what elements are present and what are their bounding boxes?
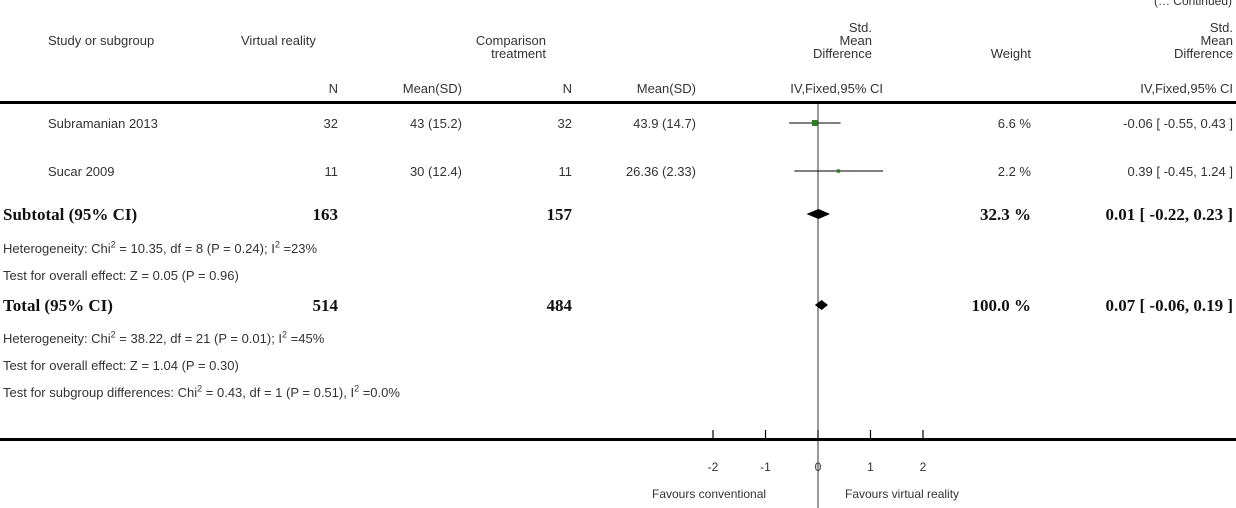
subtotal-vr-n: 163 bbox=[312, 205, 339, 224]
study-name: Subramanian 2013 bbox=[48, 116, 158, 131]
header-c-n: N bbox=[562, 81, 572, 96]
study-vr-n: 32 bbox=[323, 116, 338, 131]
footer-rule bbox=[0, 438, 1236, 441]
subtotal-heterogeneity: Heterogeneity: Chi2 = 10.35, df = 8 (P =… bbox=[3, 239, 318, 256]
study-c-mean: 43.9 (14.7) bbox=[633, 116, 696, 131]
study-vr-mean: 43 (15.2) bbox=[409, 116, 462, 131]
header-smd-1: Std. bbox=[848, 20, 872, 35]
header-smd2-3: Difference bbox=[1173, 46, 1233, 61]
total-overall-effect: Test for overall effect: Z = 1.04 (P = 0… bbox=[3, 358, 239, 373]
favours-left-label: Favours conventional bbox=[652, 487, 767, 501]
study-name: Sucar 2009 bbox=[48, 164, 115, 179]
header-comparison-2: treatment bbox=[491, 46, 546, 61]
total-label: Total (95% CI) bbox=[3, 296, 113, 315]
header-vr-n: N bbox=[328, 81, 338, 96]
study-smd: 0.39 [ -0.45, 1.24 ] bbox=[1127, 164, 1233, 179]
x-tick-label: -1 bbox=[760, 460, 771, 474]
header-weight: Weight bbox=[990, 46, 1031, 61]
total-vr-n: 514 bbox=[312, 296, 339, 315]
study-c-n: 32 bbox=[557, 116, 572, 131]
header-vr-meansd: Mean(SD) bbox=[402, 81, 462, 96]
x-tick-label: 0 bbox=[815, 460, 822, 474]
x-tick-label: 1 bbox=[867, 460, 874, 474]
x-tick-label: 2 bbox=[920, 460, 927, 474]
study-point bbox=[836, 169, 841, 173]
header-comparison-1: Comparison bbox=[475, 33, 546, 48]
subtotal-weight: 32.3 % bbox=[980, 205, 1031, 224]
continued-label: (… Continued) bbox=[1153, 0, 1232, 8]
study-c-n: 11 bbox=[558, 164, 573, 179]
x-tick-label: -2 bbox=[708, 460, 719, 474]
total-smd: 0.07 [ -0.06, 0.19 ] bbox=[1105, 296, 1233, 315]
subtotal-label: Subtotal (95% CI) bbox=[3, 205, 138, 224]
subtotal-smd: 0.01 [ -0.22, 0.23 ] bbox=[1105, 205, 1233, 224]
study-vr-mean: 30 (12.4) bbox=[409, 164, 462, 179]
total-heterogeneity: Heterogeneity: Chi2 = 38.22, df = 21 (P … bbox=[3, 329, 325, 346]
subtotal-c-n: 157 bbox=[546, 205, 573, 224]
header-smd-3: Difference bbox=[812, 46, 872, 61]
header-virtual-reality: Virtual reality bbox=[241, 33, 316, 48]
study-weight: 2.2 % bbox=[997, 164, 1031, 179]
header-rule bbox=[0, 101, 1236, 104]
study-c-mean: 26.36 (2.33) bbox=[625, 164, 696, 179]
subtotal-diamond bbox=[806, 209, 831, 219]
header-smd2-1: Std. bbox=[1209, 20, 1233, 35]
header-c-meansd: Mean(SD) bbox=[636, 81, 696, 96]
header-study: Study or subgroup bbox=[48, 33, 155, 48]
study-weight: 6.6 % bbox=[997, 116, 1031, 131]
header-smd-2: Mean bbox=[839, 33, 872, 48]
total-c-n: 484 bbox=[546, 296, 573, 315]
header-method: IV,Fixed,95% CI bbox=[790, 81, 883, 96]
subgroup-differences: Test for subgroup differences: Chi2 = 0.… bbox=[3, 383, 400, 400]
total-diamond bbox=[814, 300, 828, 310]
study-point bbox=[811, 120, 818, 126]
total-weight: 100.0 % bbox=[971, 296, 1032, 315]
study-vr-n: 11 bbox=[324, 164, 339, 179]
header-smd2-2: Mean bbox=[1200, 33, 1233, 48]
study-smd: -0.06 [ -0.55, 0.43 ] bbox=[1123, 116, 1233, 131]
subtotal-overall-effect: Test for overall effect: Z = 0.05 (P = 0… bbox=[3, 268, 239, 283]
favours-right-label: Favours virtual reality bbox=[845, 487, 960, 501]
header-method-2: IV,Fixed,95% CI bbox=[1140, 81, 1233, 96]
